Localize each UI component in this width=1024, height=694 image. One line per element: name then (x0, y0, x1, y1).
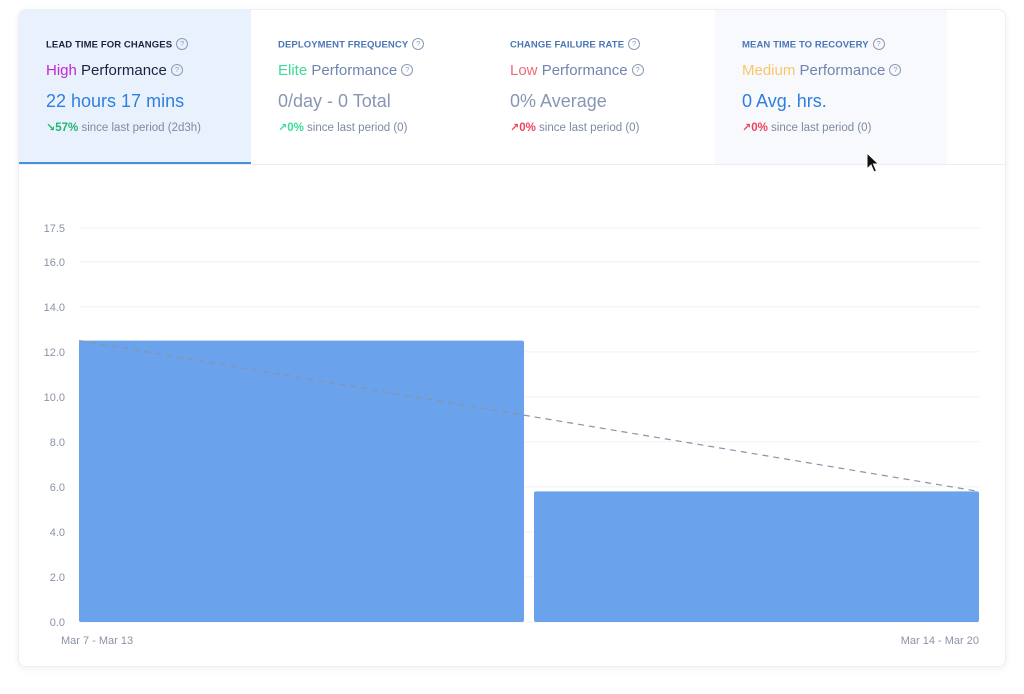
delta-text: since last period (0) (539, 122, 640, 134)
help-icon[interactable]: ? (170, 64, 183, 77)
performance-level: Elite (278, 62, 308, 79)
tab-title: DEPLOYMENT FREQUENCY? (278, 38, 425, 51)
trend-arrow-icon: ↗ (278, 122, 288, 134)
tab-title: LEAD TIME FOR CHANGES? (46, 38, 189, 51)
delta-text: since last period (0) (771, 122, 872, 134)
bar (79, 340, 524, 622)
performance-word: Performance (541, 62, 628, 79)
y-tick-label: 10.0 (44, 392, 65, 404)
performance-label: Medium Performance? (742, 62, 902, 79)
performance-label: Low Performance? (510, 62, 644, 79)
metric-value: 0 Avg. hrs. (742, 91, 827, 111)
mouse-cursor-icon (866, 152, 880, 173)
delta-percent: 0% (751, 122, 768, 134)
trend-line (78, 339, 980, 493)
delta-percent: 0% (287, 122, 304, 134)
chart-area: 0.0 2.0 4.0 6.0 8.0 10.0 12.0 14.0 16.0 17.5 Mar 7… (19, 165, 1005, 665)
x-tick-label: Mar 14 - Mar 20 (901, 635, 979, 647)
performance-level: Low (510, 62, 538, 79)
y-tick-label: 6.0 (50, 482, 65, 494)
y-tick-label: 4.0 (50, 527, 65, 539)
help-icon[interactable]: ? (872, 38, 885, 50)
trend-arrow-icon: ↘ (46, 122, 56, 134)
metric-tabs: LEAD TIME FOR CHANGES? High Performance?… (19, 10, 1005, 165)
help-icon[interactable]: ? (176, 38, 189, 50)
trend-arrow-icon: ↗ (742, 122, 752, 134)
y-tick-label: 0.0 (50, 617, 65, 629)
delta-text: since last period (2d3h) (81, 122, 201, 134)
delta-indicator: ↗0% since last period (0) (510, 121, 639, 134)
tab-title: CHANGE FAILURE RATE? (510, 38, 641, 51)
metric-value: 22 hours 17 mins (46, 91, 185, 111)
help-icon[interactable]: ? (401, 64, 414, 77)
delta-indicator: ↗0% since last period (0) (742, 121, 871, 134)
tab-mean-time-to-recovery[interactable]: MEAN TIME TO RECOVERY? Medium Performanc… (715, 10, 947, 164)
y-tick-label: 12.0 (44, 347, 65, 359)
help-icon[interactable]: ? (889, 64, 902, 77)
performance-level: Medium (742, 62, 796, 79)
x-tick-label: Mar 7 - Mar 13 (61, 635, 133, 647)
y-tick-label: 16.0 (44, 257, 65, 269)
delta-text: since last period (0) (307, 122, 408, 134)
trend-arrow-icon: ↗ (510, 122, 520, 134)
y-tick-label: 17.5 (44, 223, 65, 235)
metric-value: 0/day - 0 Total (278, 91, 391, 111)
tab-title: MEAN TIME TO RECOVERY? (742, 38, 885, 51)
tab-lead-time[interactable]: LEAD TIME FOR CHANGES? High Performance?… (19, 10, 251, 164)
bar (534, 491, 979, 622)
y-tick-label: 8.0 (50, 437, 65, 449)
delta-indicator: ↗0% since last period (0) (278, 121, 407, 134)
help-icon[interactable]: ? (628, 38, 641, 50)
metric-value: 0% Average (510, 91, 607, 111)
tab-deployment-frequency[interactable]: DEPLOYMENT FREQUENCY? Elite Performance?… (251, 10, 483, 164)
performance-word: Performance (311, 62, 398, 79)
help-icon[interactable]: ? (412, 38, 425, 50)
y-tick-label: 14.0 (44, 302, 65, 314)
delta-indicator: ↘57% since last period (2d3h) (46, 121, 201, 134)
performance-word: Performance (81, 62, 167, 79)
delta-percent: 0% (519, 122, 536, 134)
y-tick-label: 2.0 (50, 572, 65, 584)
help-icon[interactable]: ? (631, 64, 644, 77)
performance-word: Performance (799, 62, 886, 79)
tab-change-failure-rate[interactable]: CHANGE FAILURE RATE? Low Performance? 0%… (483, 10, 715, 164)
performance-label: High Performance? (46, 62, 183, 79)
lead-time-bar-chart: 0.0 2.0 4.0 6.0 8.0 10.0 12.0 14.0 16.0 17.5 Mar 7… (44, 223, 980, 647)
performance-label: Elite Performance? (278, 62, 414, 79)
metrics-card: LEAD TIME FOR CHANGES? High Performance?… (18, 9, 1006, 667)
performance-level: High (46, 62, 77, 79)
delta-percent: 57% (55, 122, 79, 134)
